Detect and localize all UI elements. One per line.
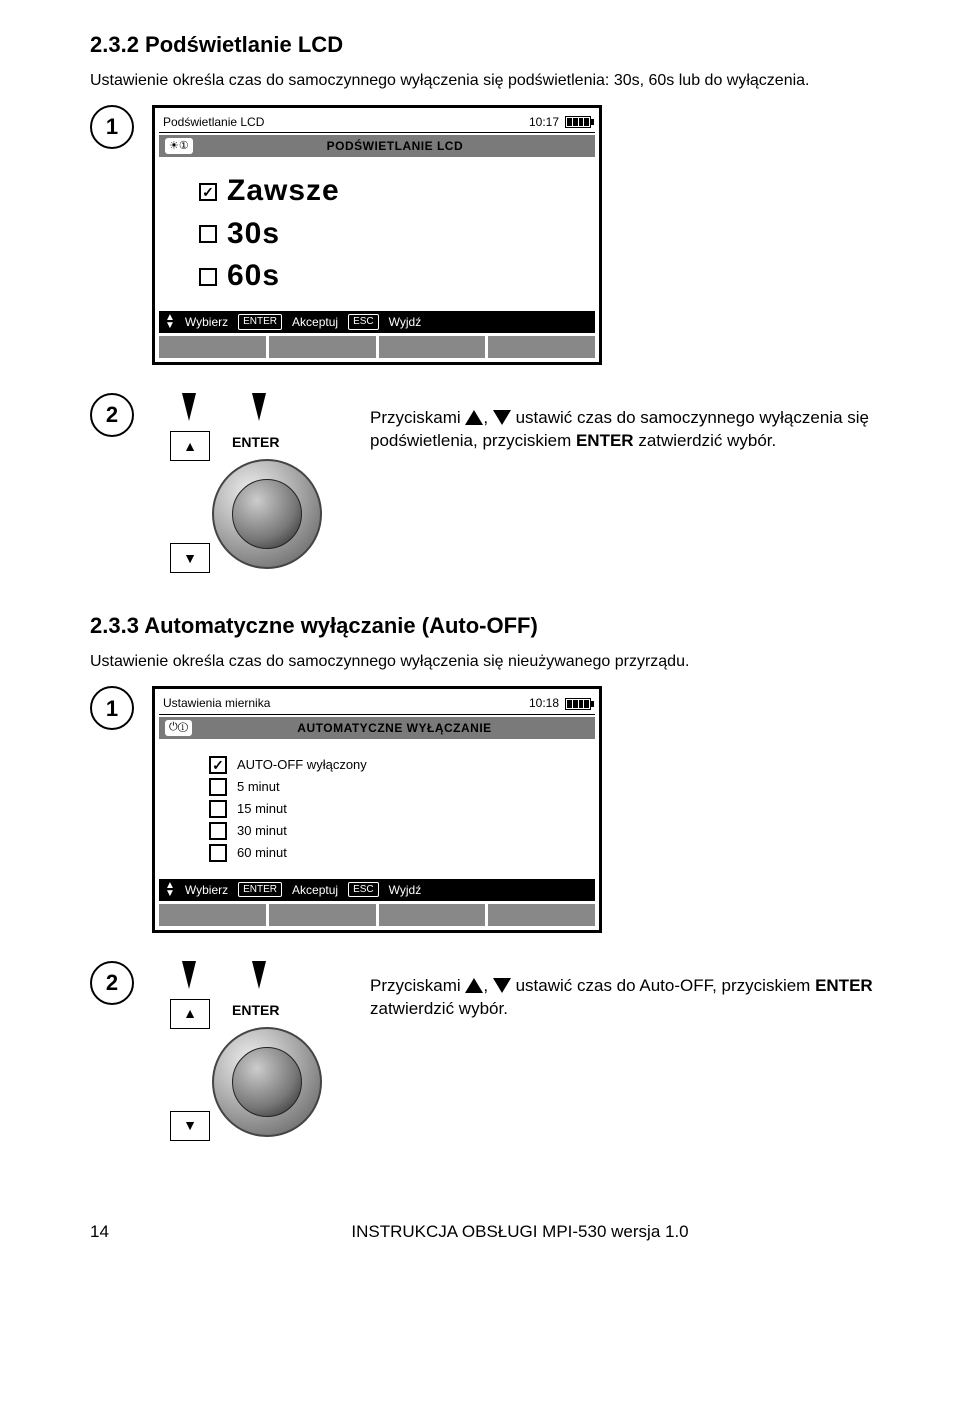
arrow-down-icon <box>252 961 266 989</box>
enter-label: ENTER <box>232 433 279 452</box>
opt-5min[interactable]: 5 minut <box>209 778 545 796</box>
power-icon: ⏻① <box>165 720 192 736</box>
foot-esc: Wyjdź <box>389 314 422 330</box>
opt-30s[interactable]: 30s <box>199 214 555 255</box>
arrow-down-icon <box>252 393 266 421</box>
foot-select: Wybierz <box>185 882 228 898</box>
lcd-sub-title: PODŚWIETLANIE LCD <box>201 138 589 154</box>
lcd-sub-title: AUTOMATYCZNE WYŁĄCZANIE <box>200 720 589 736</box>
nav-down-button[interactable]: ▼ <box>170 543 210 573</box>
triangle-down-icon <box>493 978 511 993</box>
lcd-footbar: ▲▼ Wybierz ENTER Akceptuj ESC Wyjdź <box>159 879 595 901</box>
opt-zawsze[interactable]: Zawsze <box>199 171 555 212</box>
opt-label: 60s <box>227 256 280 297</box>
foot-esc: Wyjdź <box>389 882 422 898</box>
sec232-step1-row: 1 Podświetlanie LCD 10:17 ☀① PODŚWIETLAN… <box>90 105 900 365</box>
control-cluster: ▲ ▼ ENTER <box>152 393 352 583</box>
opt-60s[interactable]: 60s <box>199 256 555 297</box>
foot-enter: Akceptuj <box>292 314 338 330</box>
section-233-intro: Ustawienie określa czas do samoczynnego … <box>90 651 900 673</box>
nav-up-button[interactable]: ▲ <box>170 999 210 1029</box>
lcd-subbar: ⏻① AUTOMATYCZNE WYŁĄCZANIE <box>159 717 595 739</box>
checkbox-icon <box>199 268 217 286</box>
lcd-body: Zawsze 30s 60s <box>159 157 595 311</box>
step2-instruction: Przyciskami , ustawić czas do Auto-OFF, … <box>370 961 900 1021</box>
step2-instruction: Przyciskami , ustawić czas do samoczynne… <box>370 393 900 453</box>
footer-title: INSTRUKCJA OBSŁUGI MPI-530 wersja 1.0 <box>140 1221 900 1244</box>
section-232-intro: Ustawienie określa czas do samoczynnego … <box>90 70 900 92</box>
triangle-up-icon <box>465 410 483 425</box>
arrow-down-icon <box>182 961 196 989</box>
esc-keycap-icon: ESC <box>348 882 379 898</box>
sec233-step1-row: 1 Ustawienia miernika 10:18 ⏻① AUTOMATYC… <box>90 686 900 932</box>
sec232-step2-row: 2 ▲ ▼ ENTER Przyciskami , ustawić czas d… <box>90 393 900 583</box>
nav-down-button[interactable]: ▼ <box>170 1111 210 1141</box>
lcd-softkeys <box>159 336 595 358</box>
control-cluster: ▲ ▼ ENTER <box>152 961 352 1151</box>
lcd-top-title: Ustawienia miernika <box>163 695 270 711</box>
checkbox-icon <box>199 183 217 201</box>
lcd-top-time: 10:17 <box>529 114 559 130</box>
checkbox-icon <box>199 225 217 243</box>
opt-label: Zawsze <box>227 171 340 212</box>
updown-icon: ▲▼ <box>165 314 175 330</box>
opt-label: 30s <box>227 214 280 255</box>
rotary-knob[interactable] <box>212 459 322 569</box>
lcd-body: AUTO-OFF wyłączony 5 minut 15 minut 30 m… <box>159 739 595 879</box>
opt-label: AUTO-OFF wyłączony <box>237 756 367 774</box>
step-number-1: 1 <box>90 686 134 730</box>
enter-keycap-icon: ENTER <box>238 314 282 330</box>
updown-icon: ▲▼ <box>165 882 175 898</box>
enter-keycap-icon: ENTER <box>238 882 282 898</box>
checkbox-icon <box>209 756 227 774</box>
checkbox-icon <box>209 778 227 796</box>
lcd-screen-backlight: Podświetlanie LCD 10:17 ☀① PODŚWIETLANIE… <box>152 105 602 365</box>
opt-15min[interactable]: 15 minut <box>209 800 545 818</box>
sec233-step2-row: 2 ▲ ▼ ENTER Przyciskami , ustawić czas d… <box>90 961 900 1151</box>
section-232-heading: 2.3.2 Podświetlanie LCD <box>90 30 900 60</box>
step-number-2: 2 <box>90 961 134 1005</box>
lcd-footbar: ▲▼ Wybierz ENTER Akceptuj ESC Wyjdź <box>159 311 595 333</box>
opt-label: 5 minut <box>237 778 280 796</box>
foot-enter: Akceptuj <box>292 882 338 898</box>
esc-keycap-icon: ESC <box>348 314 379 330</box>
checkbox-icon <box>209 800 227 818</box>
lcd-screen-autooff: Ustawienia miernika 10:18 ⏻① AUTOMATYCZN… <box>152 686 602 932</box>
arrow-down-icon <box>182 393 196 421</box>
opt-30min[interactable]: 30 minut <box>209 822 545 840</box>
battery-icon <box>565 698 591 710</box>
page-footer: 14 INSTRUKCJA OBSŁUGI MPI-530 wersja 1.0 <box>90 1221 900 1244</box>
lcd-top-time: 10:18 <box>529 695 559 711</box>
page-number: 14 <box>90 1221 140 1244</box>
step-number-2: 2 <box>90 393 134 437</box>
foot-select: Wybierz <box>185 314 228 330</box>
nav-up-button[interactable]: ▲ <box>170 431 210 461</box>
enter-label: ENTER <box>232 1001 279 1020</box>
lcd-softkeys <box>159 904 595 926</box>
rotary-knob[interactable] <box>212 1027 322 1137</box>
opt-60min[interactable]: 60 minut <box>209 844 545 862</box>
checkbox-icon <box>209 844 227 862</box>
brightness-icon: ☀① <box>165 138 193 154</box>
section-233-heading: 2.3.3 Automatyczne wyłączanie (Auto-OFF) <box>90 611 900 641</box>
opt-label: 60 minut <box>237 844 287 862</box>
step-number-1: 1 <box>90 105 134 149</box>
opt-autooff-off[interactable]: AUTO-OFF wyłączony <box>209 756 545 774</box>
triangle-up-icon <box>465 978 483 993</box>
lcd-topbar: Podświetlanie LCD 10:17 <box>159 112 595 133</box>
lcd-topbar: Ustawienia miernika 10:18 <box>159 693 595 714</box>
opt-label: 15 minut <box>237 800 287 818</box>
opt-label: 30 minut <box>237 822 287 840</box>
triangle-down-icon <box>493 410 511 425</box>
lcd-subbar: ☀① PODŚWIETLANIE LCD <box>159 135 595 157</box>
battery-icon <box>565 116 591 128</box>
checkbox-icon <box>209 822 227 840</box>
lcd-top-title: Podświetlanie LCD <box>163 114 264 130</box>
